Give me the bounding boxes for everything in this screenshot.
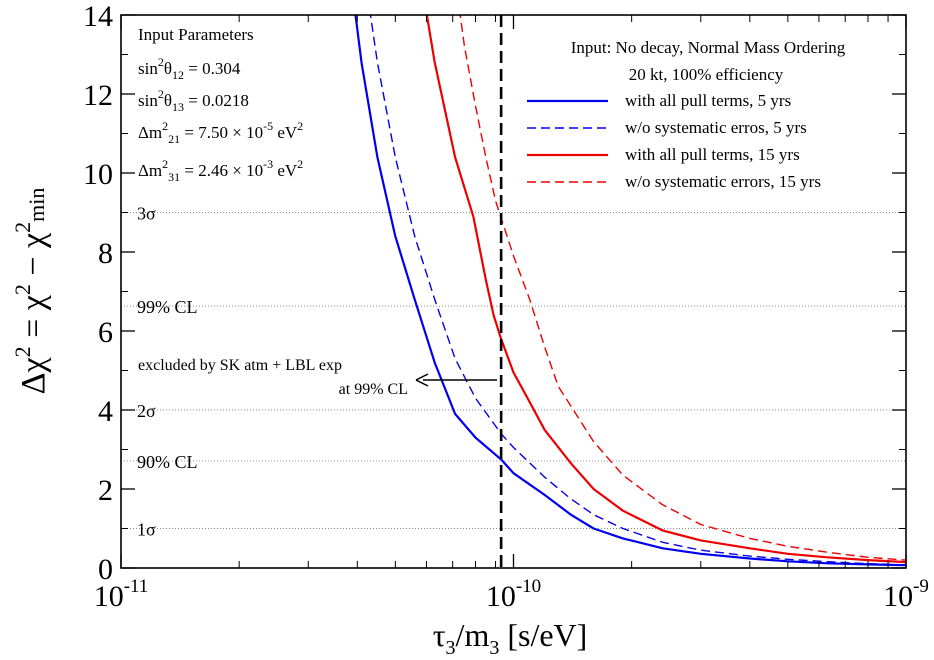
x-axis-label-unit: [s/eV] bbox=[499, 617, 587, 653]
param-dm2-21: Δm221 = 7.50 × 10-5 eV2 bbox=[138, 119, 303, 146]
y-tick-label-5: 10 bbox=[83, 158, 113, 191]
series-line-0 bbox=[354, 15, 906, 567]
legend-label-3: w/o systematic errors, 15 yrs bbox=[625, 172, 821, 191]
reference-label-0: 1σ bbox=[137, 520, 156, 540]
legend-header-line2: 20 kt, 100% efficiency bbox=[629, 65, 784, 84]
series-line-3 bbox=[459, 15, 906, 561]
x-tick-label-0: 10-11 bbox=[94, 576, 149, 613]
y-tick-label-6: 12 bbox=[83, 79, 113, 112]
y-axis-label-delta-chi: Δχ bbox=[15, 357, 52, 394]
reference-label-2: 2σ bbox=[137, 401, 156, 421]
y-axis-label-sup-3: 2 bbox=[10, 222, 35, 233]
series-line-1 bbox=[369, 15, 906, 566]
y-tick-label-0: 0 bbox=[98, 553, 113, 586]
legend-label-2: with all pull terms, 15 yrs bbox=[625, 145, 800, 164]
x-axis-label: τ3/m3 [s/eV] bbox=[433, 617, 588, 659]
legend: Input: No decay, Normal Mass Ordering 20… bbox=[527, 38, 846, 191]
annotation-arrow-head bbox=[415, 373, 429, 387]
y-axis-label: Δχ2 = χ2 − χ2min bbox=[10, 188, 52, 395]
reference-label-4: 3σ bbox=[137, 204, 156, 224]
legend-header-line1: Input: No decay, Normal Mass Ordering bbox=[571, 38, 846, 57]
y-axis-label-eq-chi: = χ bbox=[15, 295, 52, 346]
x-tick-label-2: 10-9 bbox=[883, 576, 929, 613]
annotation: excluded by SK atm + LBL exp at 99% CL bbox=[138, 357, 497, 398]
series-line-2 bbox=[425, 15, 906, 564]
reference-label-3: 99% CL bbox=[137, 297, 198, 317]
parameters-title: Input Parameters bbox=[138, 25, 254, 44]
axes: 0 2 4 6 8 10 12 14 10-11 10-10 10-9 bbox=[83, 0, 929, 613]
y-axis-label-sup-2: 2 bbox=[10, 284, 35, 295]
y-axis-label-min: min bbox=[24, 188, 49, 222]
x-axis-label-tau: τ bbox=[433, 617, 446, 653]
annotation-line1: excluded by SK atm + LBL exp bbox=[138, 357, 342, 374]
x-axis-label-mid: /m bbox=[456, 617, 490, 653]
series-layer bbox=[354, 15, 906, 567]
y-axis-label-minus-chi: − χ bbox=[15, 233, 52, 284]
x-axis-label-sub-2: 3 bbox=[489, 637, 499, 659]
param-sin2-theta13: sin2θ13 = 0.0218 bbox=[138, 87, 249, 114]
x-axis-label-sub-1: 3 bbox=[446, 637, 456, 659]
parameters-block: Input Parameters sin2θ12 = 0.304 sin2θ13… bbox=[138, 25, 303, 184]
reference-lines: 1σ 90% CL 2σ 99% CL 3σ bbox=[121, 204, 906, 540]
y-axis-label-sup-1: 2 bbox=[10, 346, 35, 357]
y-tick-label-7: 14 bbox=[83, 0, 113, 33]
x-tick-label-1: 10-10 bbox=[486, 576, 541, 613]
legend-label-0: with all pull terms, 5 yrs bbox=[625, 91, 791, 110]
y-tick-label-2: 4 bbox=[98, 395, 113, 428]
reference-label-1: 90% CL bbox=[137, 452, 198, 472]
y-tick-label-1: 2 bbox=[98, 474, 113, 507]
y-tick-label-3: 6 bbox=[98, 316, 113, 349]
param-dm2-31: Δm231 = 2.46 × 10-3 eV2 bbox=[138, 157, 303, 184]
param-sin2-theta12: sin2θ12 = 0.304 bbox=[138, 55, 241, 82]
y-tick-label-4: 8 bbox=[98, 237, 113, 270]
legend-items: with all pull terms, 5 yrs w/o systematic… bbox=[527, 91, 821, 191]
legend-label-1: w/o systematic erros, 5 yrs bbox=[625, 118, 807, 137]
annotation-line2: at 99% CL bbox=[339, 381, 408, 398]
